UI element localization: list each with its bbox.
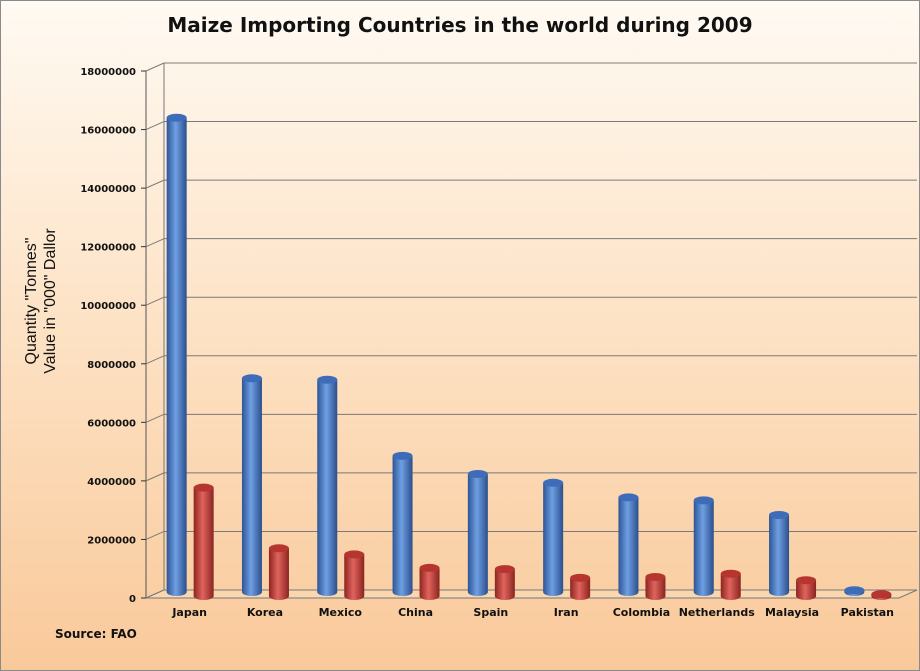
bar-top-red-japan <box>193 483 214 492</box>
bar-blue-japan <box>166 117 187 596</box>
x-tick-label: Japan <box>171 606 207 619</box>
y-tick-label: 8000000 <box>87 360 136 371</box>
bar-blue-colombia <box>618 497 639 596</box>
bar-top-blue-colombia <box>618 493 639 502</box>
gridline-depth <box>145 121 165 131</box>
bar-top-red-netherlands <box>720 569 741 578</box>
gridline-depth <box>145 413 165 423</box>
bar-top-red-china <box>419 563 440 572</box>
bar-red-malaysia <box>796 580 817 600</box>
y-tick-label: 18000000 <box>80 67 136 78</box>
y-tick-label: 0 <box>129 594 136 605</box>
bar-top-blue-spain <box>467 470 488 479</box>
y-tick-label: 6000000 <box>87 418 136 429</box>
bar-top-red-colombia <box>645 572 666 581</box>
bar-top-blue-netherlands <box>693 496 714 505</box>
bar-red-iran <box>570 577 591 600</box>
bar-top-red-spain <box>494 565 515 574</box>
gridline-depth <box>145 62 165 72</box>
chart-title: Maize Importing Countries in the world d… <box>167 13 753 37</box>
bar-top-red-pakistan <box>871 590 892 599</box>
bar-top-blue-malaysia <box>769 510 790 519</box>
x-tick-label: Iran <box>554 606 579 619</box>
bar-blue-netherlands <box>693 500 714 596</box>
y-tick-label: 2000000 <box>87 535 136 546</box>
bar-red-japan <box>193 487 214 600</box>
bar-red-mexico <box>344 554 365 600</box>
bar-top-blue-iran <box>543 478 564 487</box>
bar-red-korea <box>268 548 289 600</box>
bar-red-spain <box>494 569 515 600</box>
gridline-depth <box>145 355 165 365</box>
bar-blue-korea <box>241 378 262 596</box>
bar-top-blue-pakistan <box>844 586 865 595</box>
gridline-depth <box>145 472 165 482</box>
x-tick-label: Spain <box>473 606 508 619</box>
x-tick-label: Colombia <box>613 606 671 619</box>
x-tick-label: Korea <box>247 606 283 619</box>
gridline-depth <box>145 296 165 306</box>
x-tick-label: Mexico <box>319 606 363 619</box>
bar-red-netherlands <box>720 573 741 600</box>
y-tick-label: 10000000 <box>80 301 136 312</box>
x-tick-label: Netherlands <box>679 606 756 619</box>
source-note: Source: FAO <box>55 627 137 641</box>
bar-blue-mexico <box>317 379 338 596</box>
bar-top-blue-china <box>392 451 413 460</box>
gridline-depth <box>145 179 165 189</box>
bar-top-red-malaysia <box>796 576 817 585</box>
y-tick-label: 16000000 <box>80 126 136 137</box>
bar-top-red-iran <box>570 573 591 582</box>
bar-blue-china <box>392 455 413 596</box>
bar-blue-iran <box>543 482 564 596</box>
bar-blue-spain <box>467 474 488 596</box>
y-tick-label: 14000000 <box>80 184 136 195</box>
gridline-depth <box>145 530 165 540</box>
bar-red-china <box>419 567 440 600</box>
y-tick-label: 4000000 <box>87 477 136 488</box>
x-tick-label: Pakistan <box>841 606 894 619</box>
x-tick-label: China <box>398 606 433 619</box>
y-tick-label: 12000000 <box>80 243 136 254</box>
bar-top-red-korea <box>268 544 289 553</box>
x-tick-label: Malaysia <box>765 606 819 619</box>
bar-blue-malaysia <box>769 514 790 596</box>
gridline-depth <box>145 238 165 248</box>
bar-top-blue-japan <box>166 113 187 122</box>
bar-top-blue-mexico <box>317 375 338 384</box>
bar-red-colombia <box>645 576 666 600</box>
bar-top-red-mexico <box>344 550 365 559</box>
bar-top-blue-korea <box>241 374 262 383</box>
